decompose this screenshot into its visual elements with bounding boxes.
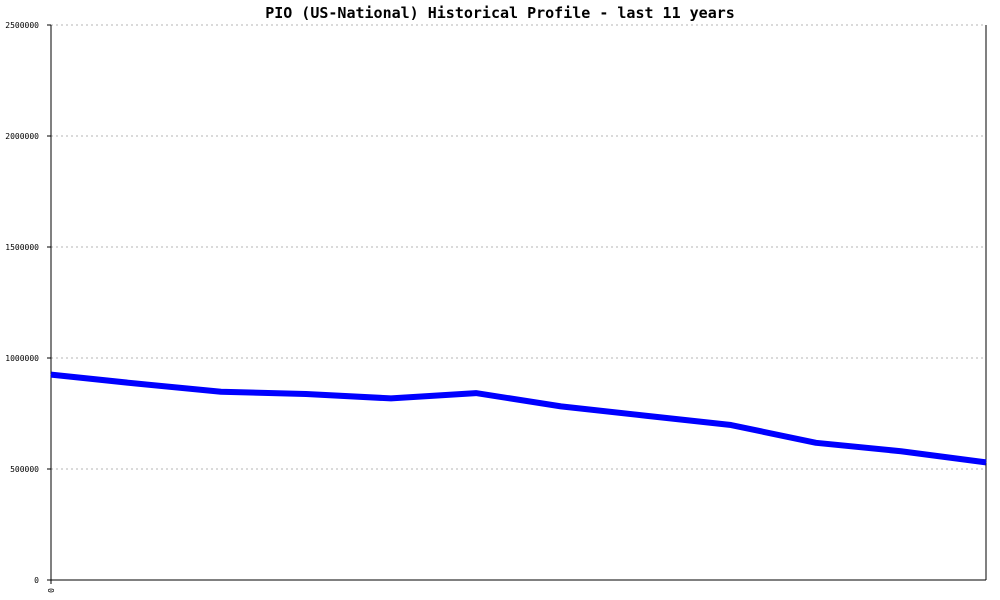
y-tick-label-0: 0	[34, 576, 39, 585]
y-tick-label-2: 1000000	[5, 354, 39, 363]
data-point-0-10	[900, 450, 902, 452]
data-point-0-4	[390, 397, 392, 399]
gridlines	[51, 24, 986, 470]
data-point-0-0	[50, 374, 52, 376]
y-tick-label-4: 2000000	[5, 132, 39, 141]
axes	[50, 25, 987, 581]
data-point-0-7	[645, 415, 647, 417]
series-layer	[50, 371, 987, 466]
y-tick-label-3: 1500000	[5, 243, 39, 252]
x-tick-label-0: 0	[47, 588, 56, 593]
data-point-0-8	[730, 424, 732, 426]
data-point-0-3	[305, 393, 307, 395]
data-point-0-1	[135, 383, 137, 385]
data-point-0-6	[560, 405, 562, 407]
y-tick-label-5: 2500000	[5, 21, 39, 30]
y-tick-labels: 0 500000 1000000 1500000 2000000 2500000	[5, 21, 51, 585]
chart-title: PIO (US-National) Historical Profile - l…	[265, 4, 735, 22]
data-point-0-11	[985, 461, 987, 463]
data-point-0-5	[475, 392, 477, 394]
data-point-0-9	[815, 442, 817, 444]
x-tick-labels: 0	[47, 580, 56, 593]
y-tick-label-1: 500000	[10, 465, 39, 474]
data-point-0-2	[220, 391, 222, 393]
series-line-0	[50, 371, 987, 466]
